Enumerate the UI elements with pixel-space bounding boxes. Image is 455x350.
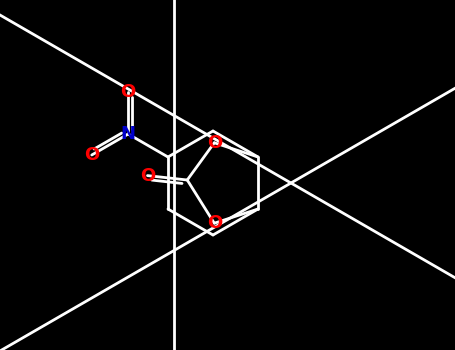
- Text: N: N: [121, 125, 136, 143]
- Text: O: O: [121, 83, 136, 101]
- Text: O: O: [84, 146, 99, 164]
- Text: O: O: [207, 214, 222, 232]
- Text: O: O: [207, 134, 222, 152]
- Text: O: O: [140, 167, 155, 184]
